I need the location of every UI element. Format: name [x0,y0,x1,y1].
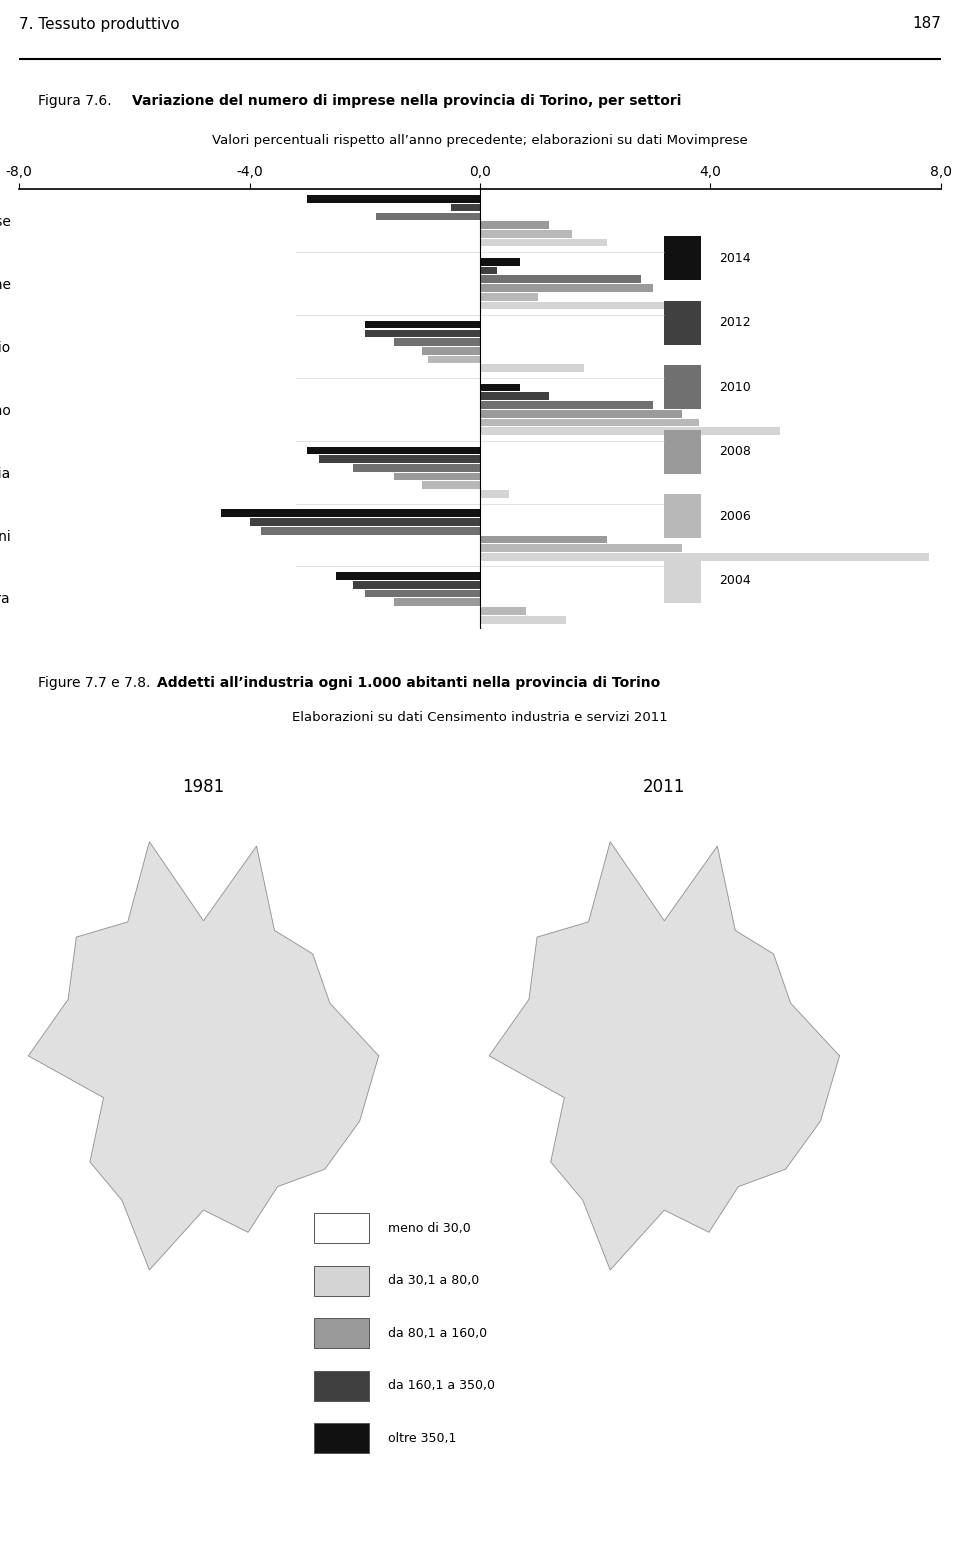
Bar [480,365,584,372]
Text: Variazione del numero di imprese nella provincia di Torino, per settori: Variazione del numero di imprese nella p… [132,95,681,109]
Bar [428,355,480,363]
Bar [307,196,480,203]
Bar [353,580,480,588]
Bar [480,383,520,391]
Bar [480,222,549,230]
Bar [319,455,480,462]
Text: meno di 30,0: meno di 30,0 [388,1221,470,1235]
Bar [376,213,480,220]
Text: 2006: 2006 [720,511,752,523]
Bar [365,329,480,337]
Text: 1981: 1981 [182,779,225,796]
Bar [480,410,682,417]
Bar [480,239,607,247]
Text: da 30,1 a 80,0: da 30,1 a 80,0 [388,1274,479,1287]
Bar [480,535,607,543]
FancyBboxPatch shape [664,559,701,602]
Bar [353,464,480,472]
Bar [394,599,480,607]
Bar [314,1370,370,1401]
Bar [250,518,480,526]
Bar [480,545,682,553]
Bar [480,393,549,400]
Bar [480,419,699,427]
Bar [480,258,520,265]
FancyBboxPatch shape [664,365,701,410]
Text: Addetti all’industria ogni 1.000 abitanti nella provincia di Torino: Addetti all’industria ogni 1.000 abitant… [157,675,660,689]
Bar [480,275,641,282]
Bar [394,473,480,481]
Bar [365,590,480,598]
Bar [314,1214,370,1243]
Bar [480,230,572,237]
Bar [480,293,538,301]
Text: 2012: 2012 [720,317,752,329]
Bar [480,607,526,615]
Polygon shape [490,841,839,1270]
Text: oltre 350,1: oltre 350,1 [388,1432,456,1445]
Text: da 160,1 a 350,0: da 160,1 a 350,0 [388,1380,494,1392]
Text: Figura 7.6.: Figura 7.6. [37,95,115,109]
Bar [314,1423,370,1453]
FancyBboxPatch shape [664,301,701,345]
Bar [480,301,664,309]
Bar [394,338,480,346]
Text: 2010: 2010 [720,380,752,394]
Bar [480,553,929,560]
Bar [314,1266,370,1296]
Bar [480,490,509,498]
FancyBboxPatch shape [664,236,701,281]
Text: 2004: 2004 [720,574,752,587]
FancyBboxPatch shape [664,430,701,473]
Text: 7. Tessuto produttivo: 7. Tessuto produttivo [19,17,180,31]
Polygon shape [29,841,378,1270]
Text: da 80,1 a 160,0: da 80,1 a 160,0 [388,1327,487,1339]
Bar [451,203,480,211]
Bar [365,321,480,329]
Bar [221,509,480,517]
Bar [307,447,480,455]
Bar [314,1318,370,1349]
Bar [480,400,653,408]
Bar [422,348,480,355]
Text: 2014: 2014 [720,251,752,265]
Text: 2008: 2008 [720,445,752,458]
Text: 2011: 2011 [643,779,685,796]
Bar [422,481,480,489]
Bar [480,616,566,624]
Text: Figure 7.7 e 7.8.: Figure 7.7 e 7.8. [37,675,155,689]
Text: 187: 187 [912,17,941,31]
Text: Valori percentuali rispetto all’anno precedente; elaborazioni su dati Movimprese: Valori percentuali rispetto all’anno pre… [212,135,748,147]
Bar [261,526,480,534]
FancyBboxPatch shape [664,495,701,539]
Text: Elaborazioni su dati Censimento industria e servizi 2011: Elaborazioni su dati Censimento industri… [292,711,668,725]
Bar [480,427,780,435]
Bar [480,284,653,292]
Bar [336,573,480,580]
Bar [480,267,497,275]
